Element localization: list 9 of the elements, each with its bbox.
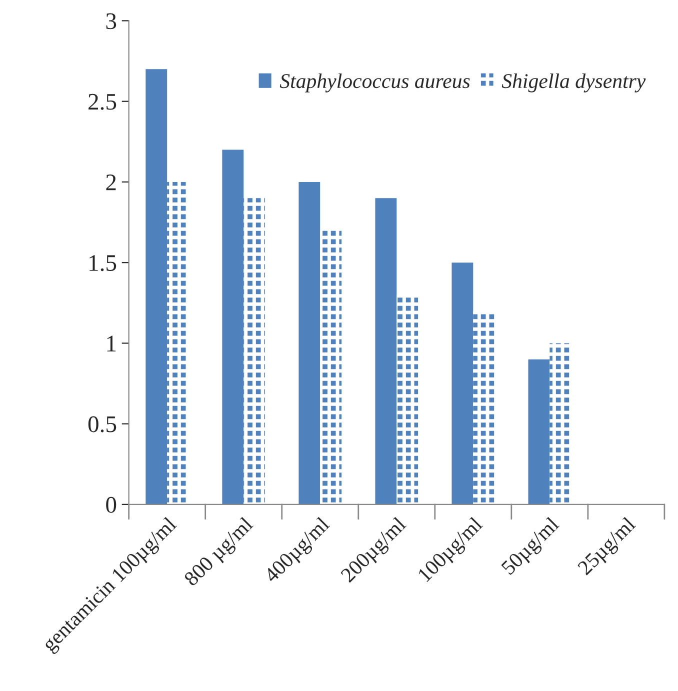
y-tick-label: 1 <box>107 336 116 352</box>
y-tick-label: 0 <box>106 496 116 513</box>
legend-label: Staphylococcus aureus <box>280 73 470 92</box>
legend-label: Shigella dysentry <box>502 73 646 92</box>
y-tick-label: 0.5 <box>88 416 116 432</box>
y-tick-label: 2 <box>106 174 116 190</box>
y-tick-label: 2.5 <box>88 94 116 110</box>
y-tick-label: 1.5 <box>90 255 116 272</box>
y-tick-label: 3 <box>106 13 116 30</box>
